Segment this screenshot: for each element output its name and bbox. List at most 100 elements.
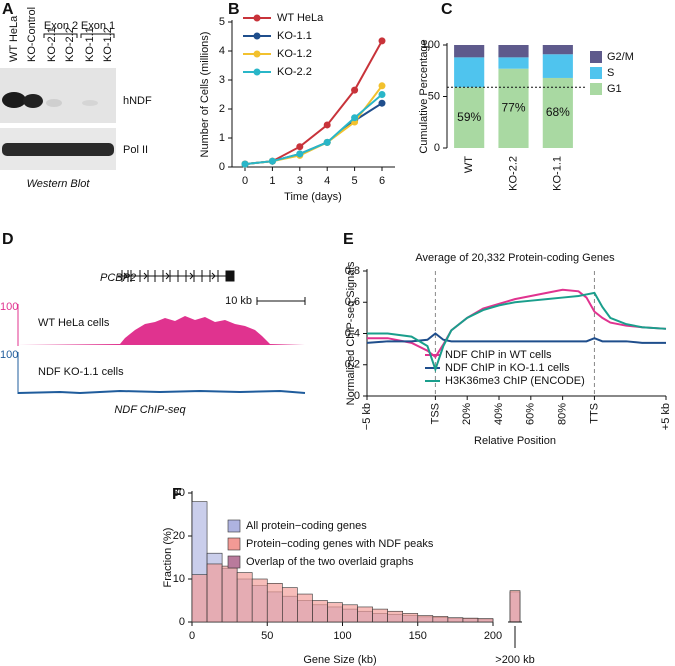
histogram-bar xyxy=(372,608,388,623)
x-axis-title: Gene Size (kb) xyxy=(303,654,376,666)
legend-label: G1 xyxy=(607,83,622,95)
legend-label: NDF ChIP in WT cells xyxy=(445,349,552,361)
y-tick-label: 0.4 xyxy=(345,327,360,339)
marker xyxy=(323,138,331,146)
lane-label: KO-Control xyxy=(26,7,38,62)
y-tick-label: 0.6 xyxy=(345,296,360,308)
group-label: Exon 1 xyxy=(81,20,115,32)
histogram-bar xyxy=(266,582,283,623)
x-tick-label: −5 kb xyxy=(361,403,373,430)
marker xyxy=(323,121,331,129)
marker xyxy=(241,160,249,168)
panel-label: A xyxy=(2,1,14,18)
value-label: 77% xyxy=(501,101,525,115)
value-label: 68% xyxy=(546,105,570,119)
value-label: 59% xyxy=(457,110,481,124)
x-tick-label: 3 xyxy=(297,175,303,187)
histogram-bar xyxy=(206,563,223,623)
group-bracket xyxy=(43,33,115,38)
track-max: 100 xyxy=(0,349,18,361)
x-tick-label: 200 xyxy=(484,630,502,642)
line xyxy=(244,85,383,166)
x-tick-label: 40% xyxy=(493,403,505,425)
band xyxy=(46,99,62,107)
legend-label: KO-1.1 xyxy=(277,30,312,42)
histogram-bar xyxy=(342,604,358,623)
band-label: Pol II xyxy=(123,144,148,156)
histogram-bar xyxy=(312,600,328,623)
legend-label: All protein−coding genes xyxy=(246,520,367,532)
lane-labels: WT HeLa KO-Control KO-2.1 KO-2.2 KO-1.1 … xyxy=(8,7,114,62)
y-axis-title: Fraction (%) xyxy=(162,528,174,588)
caption: Western Blot xyxy=(27,178,91,190)
coverage xyxy=(17,389,306,395)
x-tick-label: 0 xyxy=(189,630,195,642)
panel-label: E xyxy=(343,231,354,248)
bar-segment xyxy=(454,45,485,58)
histogram-bar xyxy=(447,617,464,623)
marker xyxy=(351,114,359,122)
line xyxy=(244,40,383,166)
histogram-bar xyxy=(281,587,298,623)
x-tick-label: 6 xyxy=(379,175,385,187)
histogram-bar xyxy=(357,606,373,623)
bar-segment xyxy=(454,57,485,88)
histogram-bar xyxy=(477,618,494,623)
bar-segment xyxy=(542,45,573,55)
y-tick-label: 50 xyxy=(428,90,440,102)
x-tick-label: TTS xyxy=(588,403,600,424)
legend-marker xyxy=(253,50,261,58)
marker xyxy=(378,91,386,98)
band xyxy=(23,94,43,108)
y-tick-label: 0 xyxy=(179,616,185,628)
x-tick-label: +5 kb xyxy=(660,403,672,430)
y-tick-label: 20 xyxy=(173,530,185,542)
histogram-bar xyxy=(297,593,313,623)
legend-label: KO-2.2 xyxy=(277,66,312,78)
x-tick-label: 60% xyxy=(525,403,537,425)
bar-segment xyxy=(454,87,485,148)
y-tick-label: 3 xyxy=(219,74,225,86)
legend-label: G2/M xyxy=(607,51,634,63)
x-tick-label: 0 xyxy=(242,175,248,187)
y-tick-label: 0 xyxy=(434,142,440,154)
legend-swatch xyxy=(227,555,241,569)
legend-swatch xyxy=(227,537,241,551)
x-tick-label: 5 xyxy=(352,175,358,187)
legend-marker xyxy=(253,68,261,76)
line xyxy=(367,288,667,359)
legend-label: H3K36me3 ChIP (ENCODE) xyxy=(445,375,585,387)
bar-segment xyxy=(498,68,529,148)
line xyxy=(244,93,383,166)
legend-label: Protein−coding genes with NDF peaks xyxy=(246,538,434,550)
histogram-bar xyxy=(462,617,479,623)
histogram-bar xyxy=(417,615,434,623)
y-tick-label: 0.8 xyxy=(345,265,360,277)
x-tick-label: 50 xyxy=(261,630,273,642)
track-name: WT HeLa cells xyxy=(38,317,110,329)
marker xyxy=(351,86,359,94)
panel-label: D xyxy=(2,231,14,248)
y-tick-label: 0 xyxy=(219,161,225,173)
histogram-bar xyxy=(402,613,419,623)
bar-segment xyxy=(498,45,529,58)
x-tick-label: 1 xyxy=(269,175,275,187)
y-tick-label: 1 xyxy=(219,132,225,144)
band-label: hNDF xyxy=(123,95,152,107)
gene-model xyxy=(118,270,235,282)
x-tick-label: KO-2.2 xyxy=(507,156,519,191)
lane-label: WT HeLa xyxy=(8,15,20,62)
lane-label: KO-2.2 xyxy=(64,27,76,62)
bar-segment xyxy=(542,54,573,78)
y-tick-label: 100 xyxy=(422,39,440,51)
group-label: Exon 2 xyxy=(44,20,78,32)
y-tick-label: 0 xyxy=(354,390,360,402)
y-tick-label: 10 xyxy=(173,573,185,585)
x-axis-title: Time (days) xyxy=(284,191,342,203)
scale-label: 10 kb xyxy=(225,295,252,307)
y-tick-label: 2 xyxy=(219,103,225,115)
band xyxy=(2,92,26,108)
lane-label: KO-1.2 xyxy=(102,27,114,62)
marker xyxy=(268,157,276,165)
overflow-label: >200 kb xyxy=(495,654,534,666)
